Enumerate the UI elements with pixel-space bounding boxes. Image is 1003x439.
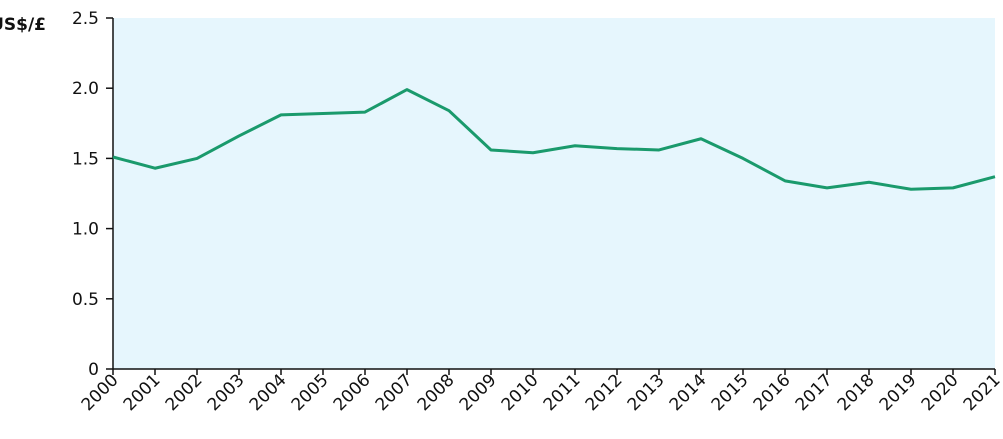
plot-background <box>113 18 995 369</box>
y-tick-label: 0.5 <box>72 290 99 310</box>
x-tick-label: 2008 <box>414 370 459 415</box>
x-tick-label: 2020 <box>918 370 963 415</box>
x-tick-label: 2006 <box>330 370 375 415</box>
y-tick-label: 1.0 <box>72 220 99 240</box>
series-line <box>112 88 996 191</box>
x-tick-label: 2000 <box>78 370 123 415</box>
x-tick-label: 2003 <box>204 370 249 415</box>
y-axis-label: US$/£ <box>0 15 46 35</box>
x-tick-label: 2014 <box>666 370 711 415</box>
y-tick-label: 2.5 <box>72 9 99 29</box>
x-tick-label: 2011 <box>540 370 585 415</box>
x-tick-label: 2005 <box>288 370 333 415</box>
x-tick-label: 2010 <box>498 370 543 415</box>
x-tick-label: 2021 <box>960 370 1003 415</box>
x-tick-label: 2018 <box>834 370 879 415</box>
x-tick-label: 2015 <box>708 370 753 415</box>
y-tick-label: 0 <box>88 360 99 380</box>
x-tick-label: 2007 <box>372 370 417 415</box>
x-tick-label: 2016 <box>750 370 795 415</box>
x-tick-label: 2004 <box>246 370 291 415</box>
y-tick-label: 1.5 <box>72 149 99 169</box>
x-tick-label: 2019 <box>876 370 921 415</box>
x-tick-label: 2013 <box>624 370 669 415</box>
y-tick-label: 2.0 <box>72 79 99 99</box>
x-tick-label: 2012 <box>582 370 627 415</box>
x-tick-label: 2002 <box>162 370 207 415</box>
x-tick-label: 2001 <box>120 370 165 415</box>
x-tick-label: 2017 <box>792 370 837 415</box>
x-tick-label: 2009 <box>456 370 501 415</box>
